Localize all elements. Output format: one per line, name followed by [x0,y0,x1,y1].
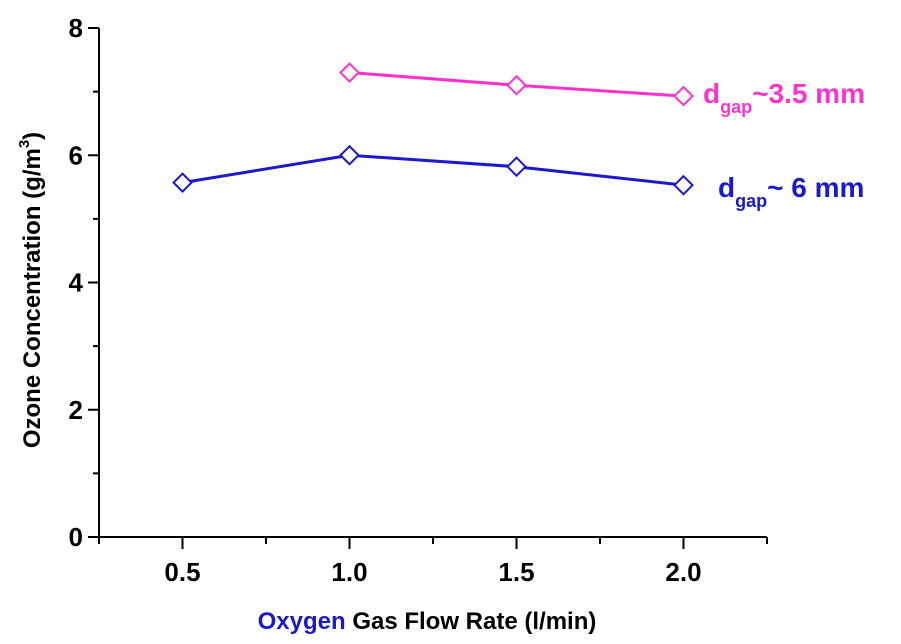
y-tick-label: 6 [69,140,83,170]
x-tick-label: 1.0 [331,557,367,587]
series-layer [172,62,694,196]
x-tick-label: 0.5 [164,557,200,587]
x-axis-label-highlight: Oxygen [258,608,346,635]
x-tick-label: 1.5 [498,557,534,587]
data-point-marker [172,172,193,194]
x-axis-label: Oxygen Gas Flow Rate (l/min) [258,608,597,635]
y-ticks: 0 2 4 6 8 [69,13,99,552]
series-label-gap-6mm: dgap~ 6 mm [718,172,864,211]
y-tick-label: 0 [69,522,83,552]
data-point-marker [339,62,360,83]
data-point-marker [673,174,694,196]
y-tick-label: 4 [69,268,84,298]
y-tick-label: 8 [69,13,83,43]
x-tick-label: 2.0 [665,557,701,587]
series-label-gap-3-5mm: dgap~3.5 mm [703,78,865,117]
data-point-marker [506,74,527,96]
data-point-marker [506,156,527,178]
axes [98,28,767,538]
y-tick-label: 2 [69,395,83,425]
data-point-marker [339,144,360,166]
x-ticks: 0.5 1.0 1.5 2.0 [98,537,768,587]
series-line-1 [182,153,684,187]
data-point-marker [673,85,694,107]
x-axis-label-rest: Gas Flow Rate (l/min) [346,608,597,635]
y-axis-label: Ozone Concentration (g/m3) [16,132,46,448]
